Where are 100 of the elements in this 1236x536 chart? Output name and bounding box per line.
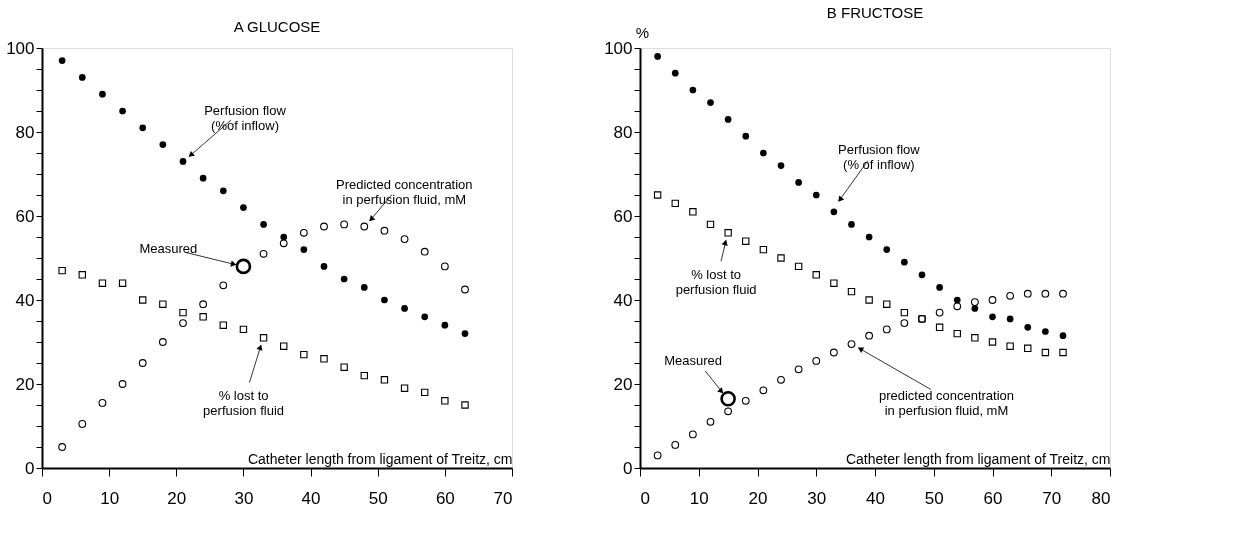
point [98,279,107,287]
point [971,334,979,342]
point [988,296,997,304]
point [760,149,767,157]
point [883,246,891,253]
point [380,376,389,384]
point [720,390,736,407]
point [199,313,207,321]
point [970,298,979,306]
point [179,308,187,317]
point [98,399,107,407]
point [900,319,909,327]
x-tick-label: 20 [167,488,187,508]
point [901,258,908,266]
point [759,245,768,254]
point [99,90,106,98]
point [847,340,856,348]
point [461,285,469,294]
point [1024,344,1032,353]
point [179,319,187,327]
point [280,233,288,241]
chart-title: B FRUCTOSE [826,4,924,21]
point [235,258,252,275]
point [138,359,147,367]
point [400,235,409,243]
point [707,99,714,106]
y-tick-label: 20 [613,374,633,394]
y-tick-label: 100 [604,38,633,58]
point [848,221,855,228]
point [724,407,733,416]
point [654,53,661,60]
annotation: % lost to perfusion fluid [203,387,285,418]
point [299,228,308,237]
x-tick-label: 40 [866,488,885,508]
x-axis-title: Catheter length from ligament of Treitz, cm [845,450,1111,467]
point [279,239,288,248]
point [953,302,962,311]
point [461,401,469,409]
point [1041,289,1050,298]
x-tick-label: 60 [435,488,455,508]
point [320,263,328,270]
point [380,226,389,235]
point [847,287,856,296]
point [971,305,979,312]
point [794,262,803,271]
point [199,300,208,309]
point [777,254,785,262]
point [78,271,86,279]
x-tick-label: 30 [234,488,254,508]
y-tick-label: 80 [15,122,35,142]
point [1042,328,1049,335]
x-tick-label: 30 [807,488,827,508]
point [441,321,449,329]
point [865,331,874,340]
point [794,365,803,374]
point [360,371,368,380]
point [78,74,86,81]
point [830,208,838,216]
point [400,384,409,392]
y-tick-label: 40 [613,290,633,310]
point [1059,332,1067,340]
point [918,271,926,279]
point [671,441,680,449]
point [1041,348,1050,357]
point [865,233,873,241]
point [461,330,469,337]
annotation: Perfusion flow (% of inflow) [838,141,921,172]
point [360,222,369,231]
point [420,247,429,256]
point [795,179,802,186]
x-tick-label: 70 [493,488,513,508]
point [1023,289,1032,298]
x-tick-label: 40 [301,488,321,508]
point [1059,289,1067,298]
point [78,420,87,428]
x-tick-label: 70 [1042,488,1062,508]
point [320,222,328,231]
point [260,221,267,228]
point [812,271,820,279]
point [865,296,873,304]
point [988,338,997,346]
point [340,275,348,283]
point [653,451,662,460]
point [441,397,449,405]
point [742,237,750,245]
point [118,380,127,388]
point [671,69,679,77]
point [935,308,944,317]
point [259,249,268,258]
point [259,334,268,342]
point [159,300,167,308]
point [953,296,961,304]
point [381,296,388,304]
point [829,348,838,357]
point [724,116,732,123]
annotation: Measured [139,241,198,257]
point [300,246,308,253]
point [219,321,227,329]
point [777,375,785,384]
point [653,191,662,199]
